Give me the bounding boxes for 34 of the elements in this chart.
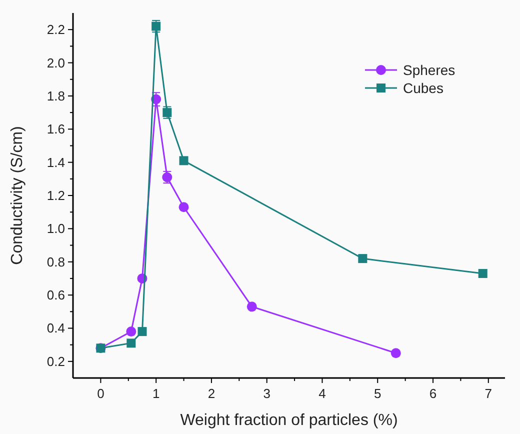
x-tick-label: 0 — [97, 386, 104, 401]
legend-label: Spheres — [403, 62, 456, 78]
x-tick-label: 1 — [152, 386, 160, 401]
y-tick-label: 1.6 — [46, 122, 65, 137]
x-tick-label: 4 — [318, 386, 326, 401]
point — [478, 268, 488, 278]
x-tick-label: 3 — [263, 386, 270, 401]
y-tick-label: 1.4 — [46, 154, 65, 170]
x-axis-title: Weight fraction of particles (%) — [180, 412, 398, 429]
x-tick-label: 7 — [484, 386, 492, 401]
y-tick-label: 2.0 — [46, 55, 65, 70]
y-tick-label: 0.8 — [46, 254, 65, 270]
y-axis-title: Conductivity (S/cm) — [9, 126, 26, 265]
y-tick-label: 0.4 — [46, 320, 65, 336]
y-tick-label: 2.2 — [46, 22, 65, 38]
point — [162, 108, 172, 118]
y-tick-label: 1.2 — [46, 188, 65, 203]
x-tick-label: 5 — [374, 386, 382, 401]
y-tick-label: 0.6 — [46, 288, 65, 303]
y-tick-label: 1.8 — [46, 88, 65, 104]
point — [126, 326, 136, 337]
point — [179, 156, 188, 166]
point — [390, 348, 401, 358]
x-tick-label: 6 — [429, 386, 437, 401]
legend-label: Cubes — [403, 80, 444, 96]
point — [246, 302, 257, 312]
point — [152, 22, 161, 31]
point — [138, 327, 147, 336]
y-tick-label: 0.2 — [46, 354, 65, 369]
point — [358, 254, 368, 264]
x-tick-label: 2 — [208, 386, 216, 401]
y-tick-label: 1.0 — [46, 221, 65, 236]
point — [126, 338, 136, 348]
point — [178, 202, 189, 212]
